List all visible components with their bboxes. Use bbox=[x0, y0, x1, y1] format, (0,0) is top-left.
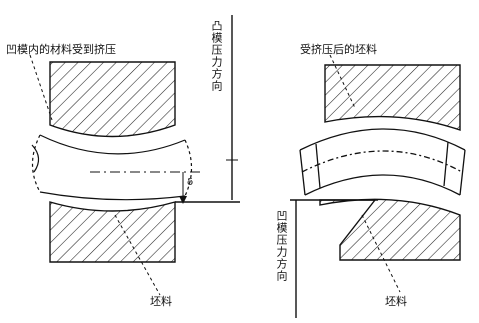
upper-right-die bbox=[324, 64, 461, 131]
label-material-squeezed: 凹模内的材料受到挤压 bbox=[6, 43, 116, 56]
leader-top-left bbox=[29, 54, 53, 121]
label-punch-pressure-direction: 凸模压力方向 bbox=[210, 20, 223, 92]
deformed-blank bbox=[299, 128, 466, 196]
lower-right-die bbox=[319, 198, 461, 261]
left-figure bbox=[29, 15, 240, 296]
leader-top-right bbox=[329, 54, 356, 109]
lower-die bbox=[49, 201, 176, 263]
label-die-pressure-direction: 凹模压力方向 bbox=[275, 210, 288, 282]
blank-material bbox=[31, 134, 193, 201]
thickness-symbol: δ bbox=[187, 177, 194, 188]
right-figure bbox=[290, 54, 466, 318]
label-blank-left: 坯料 bbox=[150, 295, 172, 308]
leader-bottom-right bbox=[361, 214, 401, 293]
label-blank-right: 坯料 bbox=[385, 295, 407, 308]
upper-punch bbox=[49, 61, 176, 138]
label-squeezed-blank: 受挤压后的坯料 bbox=[300, 43, 377, 56]
